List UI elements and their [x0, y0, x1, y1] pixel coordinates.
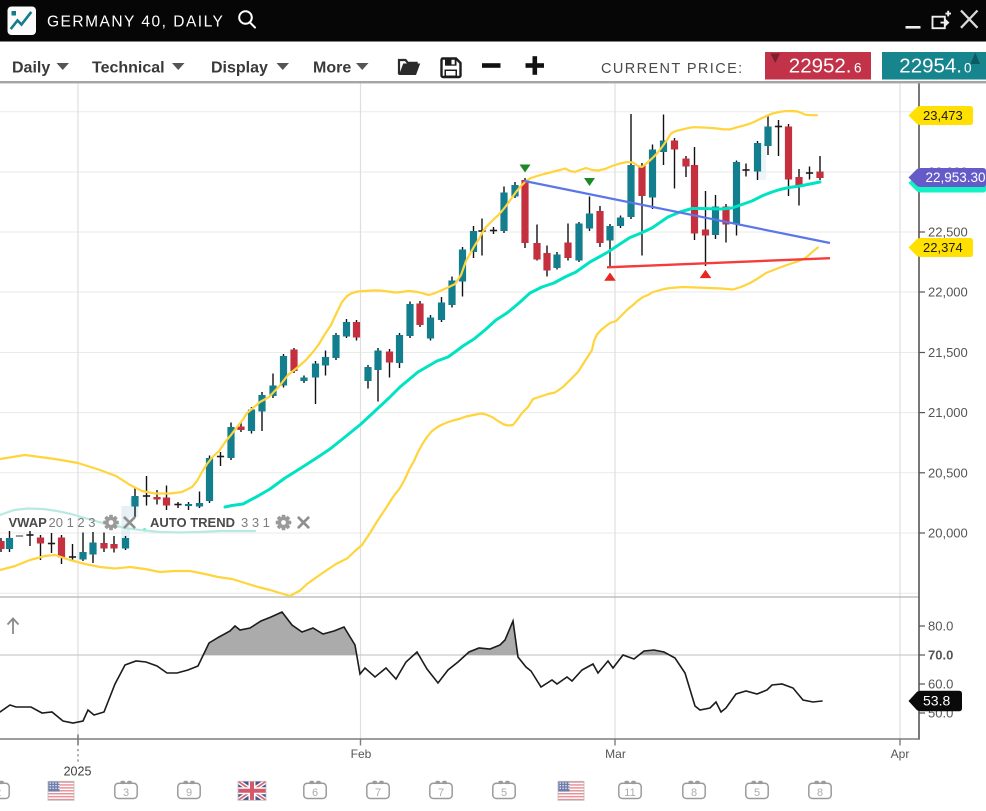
- svg-text:6: 6: [312, 787, 318, 799]
- svg-text:2: 2: [0, 787, 1, 799]
- svg-text:3: 3: [123, 787, 129, 799]
- svg-text:CURRENT PRICE:: CURRENT PRICE:: [601, 61, 744, 77]
- svg-text:20,000: 20,000: [928, 526, 968, 541]
- svg-text:8: 8: [817, 787, 823, 799]
- svg-text:2025: 2025: [64, 765, 92, 779]
- svg-text:7: 7: [438, 787, 444, 799]
- svg-text:8: 8: [691, 787, 697, 799]
- svg-text:20,500: 20,500: [928, 465, 968, 480]
- svg-text:Display: Display: [211, 60, 268, 77]
- svg-text:22,000: 22,000: [928, 285, 968, 300]
- svg-text:7: 7: [375, 787, 381, 799]
- svg-text:21,500: 21,500: [928, 345, 968, 360]
- svg-text:22,374: 22,374: [923, 240, 963, 255]
- svg-text:Mar: Mar: [605, 747, 626, 761]
- svg-text:Feb: Feb: [351, 747, 372, 761]
- svg-text:22,500: 22,500: [928, 225, 968, 240]
- svg-text:11: 11: [624, 787, 635, 799]
- svg-text:0: 0: [964, 61, 972, 76]
- svg-text:80.0: 80.0: [928, 619, 953, 634]
- svg-text:6: 6: [854, 61, 862, 76]
- svg-text:70.0: 70.0: [928, 648, 953, 663]
- svg-text:Technical: Technical: [92, 60, 165, 77]
- svg-text:53.8: 53.8: [923, 693, 950, 709]
- svg-text:More: More: [313, 60, 351, 77]
- svg-text:5: 5: [501, 787, 507, 799]
- svg-text:22954.: 22954.: [899, 55, 962, 78]
- svg-text:9: 9: [186, 787, 192, 799]
- svg-text:60.0: 60.0: [928, 677, 953, 692]
- svg-text:5: 5: [754, 787, 760, 799]
- svg-text:20 1 2 3: 20 1 2 3: [49, 515, 96, 530]
- svg-text:23,473: 23,473: [923, 108, 963, 123]
- svg-text:Apr: Apr: [891, 747, 910, 761]
- svg-text:GERMANY 40, DAILY: GERMANY 40, DAILY: [47, 14, 224, 31]
- svg-text:AUTO TREND: AUTO TREND: [150, 515, 235, 530]
- svg-text:3 3 1: 3 3 1: [241, 515, 270, 530]
- svg-text:Daily: Daily: [12, 60, 50, 77]
- svg-text:VWAP: VWAP: [9, 515, 48, 530]
- svg-text:22,953.30: 22,953.30: [926, 170, 986, 185]
- svg-text:21,000: 21,000: [928, 405, 968, 420]
- svg-text:22952.: 22952.: [789, 55, 852, 78]
